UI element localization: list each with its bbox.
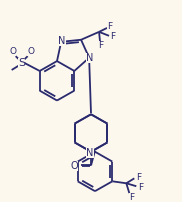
Text: N: N	[86, 53, 94, 63]
Text: F: F	[138, 183, 143, 192]
Text: O: O	[70, 161, 78, 170]
Text: N: N	[86, 148, 94, 158]
Text: N: N	[58, 36, 66, 46]
Text: O: O	[27, 47, 34, 56]
Text: O: O	[9, 47, 16, 56]
Text: S: S	[18, 58, 25, 68]
Text: F: F	[129, 193, 134, 202]
Text: F: F	[98, 41, 104, 50]
Text: F: F	[136, 173, 141, 182]
Text: F: F	[108, 22, 113, 32]
Text: F: F	[110, 32, 116, 41]
